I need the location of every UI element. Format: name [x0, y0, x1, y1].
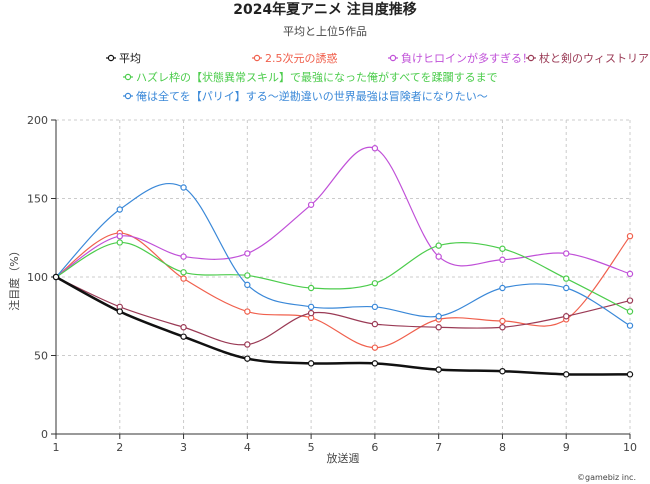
- data-point: [180, 184, 187, 191]
- data-point: [563, 275, 570, 282]
- data-point: [116, 308, 123, 315]
- data-point: [626, 297, 634, 304]
- data-point: [307, 303, 315, 311]
- data-point: [563, 284, 570, 292]
- data-point: [435, 366, 442, 373]
- legend-swatch-marker: [389, 54, 397, 62]
- data-point: [244, 281, 251, 289]
- data-point: [371, 280, 379, 287]
- data-point: [307, 309, 315, 317]
- x-tick-label: 8: [499, 441, 506, 454]
- data-point: [244, 355, 251, 362]
- series-layer: [52, 145, 634, 378]
- x-tick-label: 7: [435, 441, 442, 454]
- data-point: [435, 324, 442, 331]
- x-axis-label: 放送週: [327, 451, 360, 465]
- data-point: [116, 206, 123, 213]
- chart-title: 2024年夏アニメ 注目度推移: [233, 1, 417, 18]
- legend-item-2: 2.5次元の誘惑: [252, 51, 338, 65]
- data-point: [499, 317, 506, 325]
- x-tick-label: 9: [563, 441, 570, 454]
- data-point: [626, 270, 634, 278]
- data-point: [371, 320, 379, 328]
- legend: 平均 2.5次元の誘惑 負けヒロインが多すぎる！ 杖と剣のウィストリアハズレ枠の【状態…: [106, 51, 649, 103]
- data-point: [499, 256, 506, 263]
- legend-item-5: ハズレ枠の【状態異常スキル】で最強になった俺がすべてを蹂躙するまで: [123, 70, 498, 84]
- data-point: [180, 324, 187, 331]
- legend-item-4: 杖と剣のウィストリア: [526, 51, 649, 65]
- data-point: [244, 308, 251, 315]
- data-point: [435, 313, 442, 320]
- series-line-4: [55, 276, 631, 346]
- data-point: [180, 333, 187, 340]
- data-point: [499, 324, 506, 331]
- series-line-5: [55, 241, 631, 313]
- data-point: [307, 360, 315, 367]
- data-point: [626, 371, 634, 378]
- data-point: [435, 253, 442, 260]
- series-line-1: [55, 275, 631, 376]
- legend-swatch-marker: [253, 54, 261, 62]
- data-point: [626, 322, 634, 329]
- series-line-3: [55, 146, 631, 278]
- y-tick-label: 50: [34, 350, 48, 363]
- axes: 0 50 100 150 200 1 2 3 4 5 6 7 8 9 10: [27, 114, 637, 454]
- legend-swatch-marker: [124, 73, 132, 81]
- y-tick-label: 0: [41, 428, 48, 441]
- x-tick-label: 2: [116, 441, 123, 454]
- data-point: [371, 360, 379, 367]
- legend-swatch-marker: [527, 54, 535, 62]
- x-tick-label: 1: [53, 441, 60, 454]
- x-tick-label: 6: [371, 441, 378, 454]
- series-line-6: [55, 182, 631, 327]
- data-point: [116, 232, 123, 240]
- data-point: [563, 371, 570, 378]
- x-tick-label: 10: [623, 441, 637, 454]
- data-point: [626, 308, 634, 315]
- legend-label: ハズレ枠の【状態異常スキル】で最強になった俺がすべてを蹂躙するまで: [136, 70, 498, 84]
- legend-swatch-marker: [107, 54, 115, 62]
- y-tick-label: 200: [27, 114, 48, 127]
- data-point: [499, 245, 506, 252]
- data-point: [499, 368, 506, 375]
- data-point: [244, 272, 251, 279]
- y-tick-label: 100: [27, 271, 48, 284]
- data-point: [244, 341, 251, 348]
- data-point: [371, 145, 379, 152]
- x-tick-label: 5: [308, 441, 315, 454]
- data-point: [52, 273, 60, 281]
- credit-text: ©gamebiz inc.: [577, 473, 636, 482]
- data-point: [626, 232, 634, 240]
- data-point: [180, 269, 187, 276]
- data-point: [563, 250, 570, 257]
- x-tick-label: 4: [244, 441, 251, 454]
- legend-label: 杖と剣のウィストリア: [539, 51, 649, 65]
- x-tick-label: 3: [180, 441, 187, 454]
- legend-item-3: 負けヒロインが多すぎる！: [388, 51, 533, 65]
- data-point: [116, 239, 123, 246]
- chart-subtitle: 平均と上位5作品: [283, 24, 367, 38]
- legend-swatch-marker: [124, 92, 132, 100]
- data-point: [307, 284, 315, 292]
- data-point: [563, 313, 570, 320]
- y-axis-label: 注目度（%）: [7, 245, 21, 310]
- legend-label: 2.5次元の誘惑: [265, 51, 338, 65]
- data-point: [244, 250, 251, 257]
- series-line-2: [55, 232, 631, 349]
- legend-item-1: 平均: [106, 52, 141, 65]
- legend-label: 負けヒロインが多すぎる！: [401, 51, 533, 65]
- data-point: [180, 275, 187, 282]
- data-point: [499, 284, 506, 292]
- legend-item-6: 俺は全てを【パリイ】する〜逆勘違いの世界最強は冒険者になりたい〜: [123, 89, 488, 103]
- legend-label: 平均: [119, 52, 141, 65]
- legend-label: 俺は全てを【パリイ】する〜逆勘違いの世界最強は冒険者になりたい〜: [136, 89, 488, 103]
- y-tick-label: 150: [27, 193, 48, 206]
- data-point: [371, 344, 379, 351]
- data-point: [435, 242, 442, 249]
- data-point: [307, 201, 315, 208]
- data-point: [180, 253, 187, 260]
- data-point: [371, 303, 379, 311]
